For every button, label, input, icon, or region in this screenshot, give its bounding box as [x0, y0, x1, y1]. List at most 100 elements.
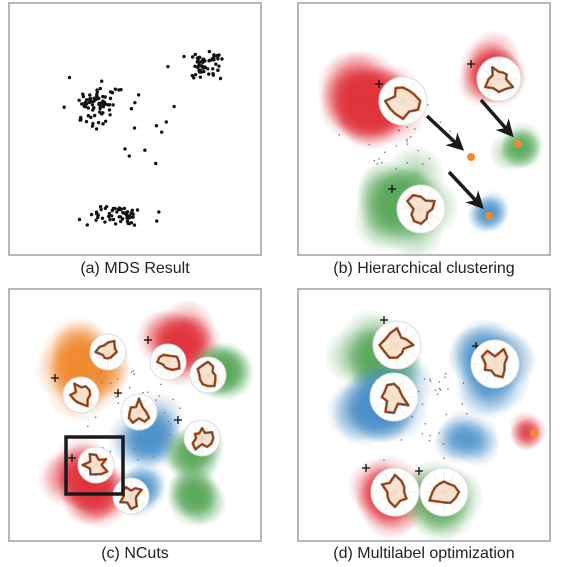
data-point: [406, 126, 409, 129]
data-point: [418, 390, 420, 393]
data-point: [84, 119, 89, 124]
data-point: [395, 167, 397, 170]
radar-glyph: [112, 477, 150, 515]
data-point: [193, 72, 198, 77]
data-point: [421, 403, 424, 406]
data-point: [411, 416, 414, 418]
data-point: [406, 143, 409, 145]
data-point: [89, 212, 94, 217]
data-point: [96, 120, 101, 125]
radar-glyph: [378, 76, 428, 126]
data-point: [422, 163, 424, 165]
plus-marker: [362, 464, 370, 472]
radar-glyph: [369, 372, 419, 422]
plus-marker: [467, 60, 475, 68]
caption-ncuts: (c) NCuts: [101, 545, 169, 562]
data-point: [429, 434, 431, 437]
plus-marker: [380, 316, 388, 324]
data-point: [193, 64, 197, 68]
plus-marker: [114, 389, 122, 397]
data-point: [372, 113, 375, 115]
data-point: [116, 378, 119, 380]
data-point: [368, 143, 371, 146]
data-point: [159, 433, 162, 436]
glyph-profile-inner: [381, 383, 410, 414]
data-point: [108, 96, 113, 101]
data-point: [436, 393, 439, 396]
data-point: [67, 75, 72, 80]
data-point: [207, 72, 211, 76]
data-point: [125, 216, 129, 220]
data-point: [139, 436, 141, 438]
plus-marker: [51, 374, 59, 382]
data-point: [202, 58, 207, 63]
data-point: [137, 458, 139, 461]
data-point: [86, 113, 91, 118]
data-point: [434, 389, 437, 392]
data-point: [212, 53, 216, 57]
data-point: [125, 219, 130, 223]
outlier-point: [514, 140, 522, 148]
radar-glyph: [189, 356, 227, 394]
data-point: [406, 162, 409, 164]
data-point: [91, 121, 95, 126]
data-point: [444, 376, 447, 379]
faint-points: [82, 370, 181, 467]
data-point: [466, 413, 468, 415]
data-point: [108, 217, 112, 222]
data-point: [372, 92, 375, 95]
data-point: [154, 124, 159, 128]
radar-glyph: [120, 393, 158, 431]
data-point: [163, 411, 166, 414]
plus-marker: [144, 336, 152, 344]
cluster-blob: [455, 415, 500, 460]
data-point: [99, 207, 103, 212]
data-point: [133, 448, 135, 450]
data-point: [146, 391, 149, 393]
data-point: [338, 134, 341, 136]
glyph-profile-inner: [384, 87, 421, 120]
data-point: [111, 103, 115, 107]
data-point: [129, 107, 134, 111]
data-point: [108, 113, 112, 117]
data-point: [88, 93, 92, 97]
highlight-box: [64, 435, 125, 496]
data-point: [95, 88, 99, 92]
data-point: [179, 407, 181, 410]
data-point: [376, 162, 379, 165]
data-point: [103, 220, 107, 224]
data-point: [207, 49, 212, 54]
data-point: [195, 56, 200, 60]
data-point: [117, 88, 121, 92]
cluster-blob: [508, 410, 541, 443]
data-point: [152, 456, 155, 459]
data-point: [117, 215, 121, 219]
data-point: [421, 433, 424, 435]
data-point: [131, 215, 135, 219]
data-point: [400, 439, 403, 441]
data-point: [104, 102, 108, 106]
data-point: [200, 64, 204, 68]
data-point: [168, 433, 171, 436]
data-point: [96, 215, 100, 220]
data-point: [439, 121, 442, 123]
data-point: [86, 425, 89, 428]
glyph-profile-inner: [119, 486, 143, 510]
data-point: [122, 206, 127, 211]
glyph-profile-inner: [484, 66, 514, 93]
merge-arrow: [447, 170, 484, 210]
data-point: [142, 391, 144, 394]
data-point: [395, 145, 398, 147]
glyph-profile-inner: [81, 453, 108, 475]
data-point: [92, 106, 96, 110]
glyph-profile-inner: [378, 327, 415, 359]
data-point: [62, 105, 66, 109]
glyph-profile-inner: [197, 361, 216, 387]
data-point: [190, 73, 195, 78]
radar-glyph: [77, 446, 115, 484]
multilabel-cluster-map: [323, 308, 548, 540]
plus-marker: [174, 416, 182, 424]
scattered-points: [101, 64, 176, 166]
data-point: [113, 222, 118, 226]
data-point: [438, 432, 441, 434]
